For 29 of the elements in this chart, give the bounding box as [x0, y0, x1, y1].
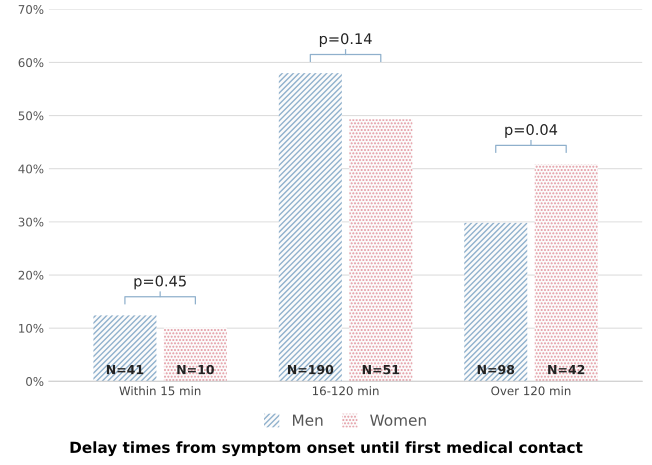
bar — [464, 222, 528, 382]
y-tick-label: 40% — [18, 164, 44, 174]
bar — [534, 164, 598, 382]
y-tick-label: 30% — [18, 218, 44, 227]
y-tick-label: 60% — [18, 58, 44, 68]
annotation: N=42 — [548, 364, 584, 374]
bar — [278, 73, 342, 382]
annotation: N=41 — [106, 365, 144, 374]
annotation: N=51 — [362, 365, 400, 374]
y-tick-label: 0% — [26, 377, 44, 386]
y-tick-label: 10% — [19, 324, 44, 333]
x-tick-label: 16-120 min — [312, 386, 378, 396]
y-tick-label: 70% — [18, 5, 44, 14]
y-tick-label: 20% — [18, 270, 44, 280]
x-tick-label: Over 120 min — [491, 386, 570, 396]
bar — [164, 328, 227, 382]
annotation: p=0.14 — [320, 33, 372, 48]
text: Delay times from symptom onset until first medical contact — [70, 441, 582, 456]
annotation: N=190 — [288, 364, 334, 374]
annotation: N=10 — [177, 364, 214, 374]
annotation: p=0.45 — [134, 276, 186, 290]
legend-label: Men — [293, 414, 322, 426]
annotation: p=0.04 — [505, 124, 558, 138]
bar — [93, 315, 156, 382]
x-tick-label: Within 15 min — [119, 386, 200, 396]
y-tick-label: 50% — [18, 111, 44, 120]
annotation: N=98 — [478, 364, 514, 374]
bar — [349, 119, 412, 382]
legend-label: Women — [370, 414, 426, 426]
